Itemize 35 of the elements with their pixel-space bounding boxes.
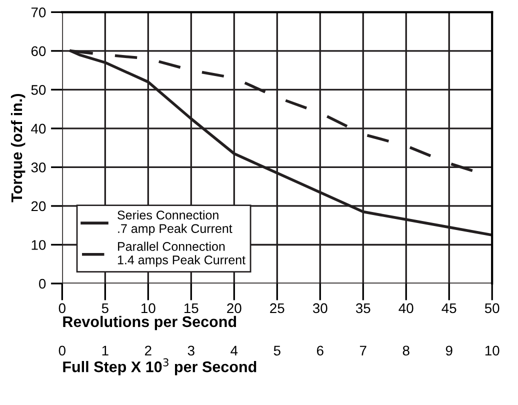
x-tick-label: 45 [442,303,456,314]
x2-tick-label: 8 [402,346,410,356]
x-tick-label: 50 [484,303,500,314]
x2-axis-title: Full Step X 10$^{3}$ per Second [63,358,256,376]
x2-tick-label: 4 [230,346,238,356]
x2-tick-label: 0 [58,346,66,356]
y-tick-label: 20 [31,201,46,212]
y-tick-label: 10 [32,240,46,250]
x-tick-label: 35 [356,303,370,314]
x-tick-label: 5 [102,303,108,314]
y-axis-title: Torque (ozf in.) [10,94,26,202]
x2-tick-label: 9 [446,346,452,356]
y-tick-label: 50 [31,85,46,95]
x-tick-label: 0 [58,303,66,314]
x-tick-label: 25 [270,303,284,314]
x2-tick-label: 5 [274,346,280,356]
legend-label: Series Connection .7 amp Peak Current [118,210,232,236]
legend-label: Parallel Connection 1.4 amps Peak Current [118,242,246,267]
x-tick-label: 20 [227,303,242,314]
y-tick-label: 30 [31,162,46,172]
x2-tick-label: 3 [188,346,194,356]
x2-tick-label: 6 [316,346,324,356]
y-tick-label: 0 [39,278,46,289]
x2-tick-label: 2 [144,346,152,356]
x-tick-label: 15 [184,303,198,314]
y-tick-label: 60 [31,46,46,56]
y-tick-label: 40 [31,124,46,134]
x2-tick-label: 10 [485,346,500,356]
y-tick-label: 70 [31,7,46,18]
x2-tick-label: 7 [360,346,366,356]
x2-tick-label: 1 [102,346,108,356]
x-tick-label: 30 [312,303,328,314]
x-axis-title: Revolutions per Second [63,316,236,330]
x-tick-label: 10 [141,303,156,314]
x-tick-label: 40 [398,303,414,314]
